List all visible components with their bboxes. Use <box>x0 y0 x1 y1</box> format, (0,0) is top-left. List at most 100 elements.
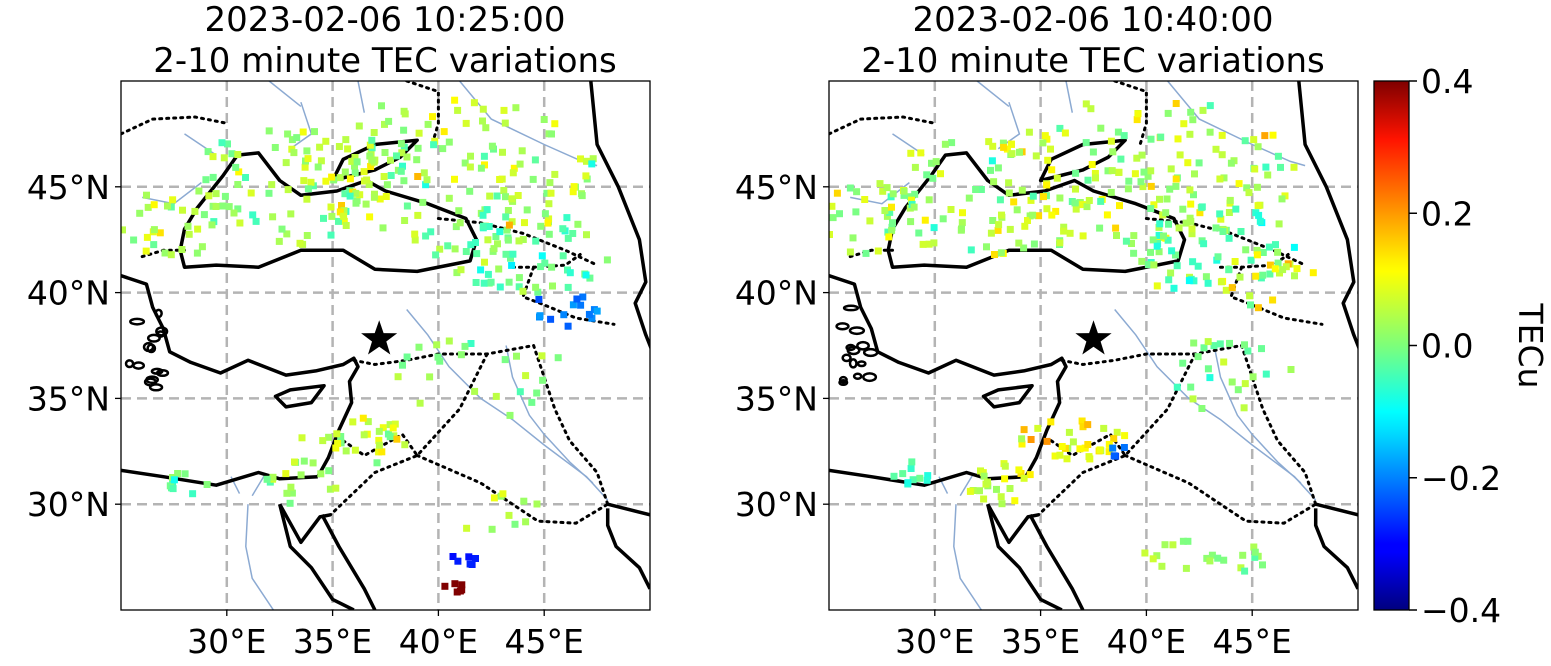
x-tick-label: 30°E <box>187 622 266 661</box>
tec-point <box>1060 223 1068 231</box>
tec-point <box>193 249 201 257</box>
tec-point <box>379 424 387 432</box>
coastline-medSouth <box>121 468 318 487</box>
tec-point <box>1226 196 1234 204</box>
tec-point <box>265 127 273 135</box>
tec-point <box>1020 474 1028 482</box>
tec-point <box>296 239 304 247</box>
tec-point <box>178 246 186 253</box>
tec-point <box>1153 552 1161 560</box>
tec-point <box>205 192 213 200</box>
tec-point <box>546 179 554 187</box>
country-border <box>1123 454 1318 525</box>
tec-point <box>1003 145 1011 153</box>
tec-point <box>282 470 290 478</box>
tec-point <box>221 192 229 200</box>
tec-point <box>1105 440 1113 448</box>
tec-point <box>1117 155 1125 163</box>
island <box>862 347 879 358</box>
tec-point <box>541 210 549 218</box>
tec-point <box>505 511 513 519</box>
tec-point <box>1243 184 1251 192</box>
tec-point <box>836 210 843 218</box>
tec-point <box>1237 564 1245 572</box>
tec-point <box>1097 197 1105 205</box>
tec-point <box>537 263 545 271</box>
map1-y-tick-labels: 45°N 40°N 35°N 30°N <box>27 168 121 524</box>
tec-point <box>516 160 524 168</box>
tec-point <box>1202 273 1210 281</box>
coastline-medNorth <box>121 274 360 478</box>
tec-point <box>1052 207 1060 215</box>
tec-point <box>993 485 1000 493</box>
tec-point <box>328 212 336 220</box>
tec-point <box>283 230 291 238</box>
coastline-azov <box>330 138 419 183</box>
tec-point <box>1024 217 1031 224</box>
tec-point <box>1172 182 1180 190</box>
tec-point <box>150 201 158 209</box>
tec-point <box>466 187 474 195</box>
tec-point <box>341 190 349 198</box>
tec-point <box>1214 554 1222 562</box>
tec-point <box>150 226 158 234</box>
tec-point <box>560 311 568 319</box>
tec-point <box>303 195 311 203</box>
tec-point <box>480 152 488 160</box>
tec-point <box>403 153 411 161</box>
tec-point <box>484 236 492 244</box>
tec-point <box>492 392 500 400</box>
tec-point <box>519 287 527 295</box>
tec-point <box>583 231 590 239</box>
tec-point <box>509 169 517 177</box>
tec-point <box>583 157 590 165</box>
tec-point <box>143 233 151 241</box>
tec-point <box>1198 405 1206 412</box>
tec-point <box>853 188 861 196</box>
tec-point <box>505 221 513 229</box>
tec-point <box>252 217 260 225</box>
tec-point <box>1206 128 1214 136</box>
tec-point <box>941 140 949 148</box>
tec-point <box>1250 543 1258 551</box>
tec-point <box>351 169 359 177</box>
tec-point <box>1149 236 1157 244</box>
tec-point <box>463 524 471 532</box>
tec-point <box>1107 188 1115 196</box>
tec-point <box>1259 561 1266 569</box>
tec-point <box>169 196 177 204</box>
tec-point <box>889 219 896 227</box>
tec-point <box>380 173 388 180</box>
tec-point <box>529 175 537 183</box>
tec-point <box>432 251 440 259</box>
tec-point <box>1056 451 1064 459</box>
tec-point <box>1000 143 1008 151</box>
tec-point <box>1085 197 1093 204</box>
tec-point <box>1274 259 1282 267</box>
tec-point <box>366 213 374 221</box>
tec-point <box>551 120 559 128</box>
tec-point <box>1056 194 1064 202</box>
coastline-redSea <box>986 503 1063 610</box>
tec-point <box>466 560 474 568</box>
tec-point <box>1226 339 1233 347</box>
tec-point <box>536 312 544 320</box>
tec-point <box>466 163 474 171</box>
tec-point <box>1282 263 1290 271</box>
tec-point <box>1172 251 1179 259</box>
tec-point <box>1005 189 1013 197</box>
tec-point <box>1220 174 1228 182</box>
tec-point <box>328 173 336 181</box>
tec-point <box>502 213 510 221</box>
tec-point <box>1039 139 1047 147</box>
tec-point <box>564 283 572 291</box>
tec-point <box>164 202 171 210</box>
tec-point <box>989 142 997 150</box>
tec-point <box>1162 209 1170 217</box>
coastline-redSea2 <box>320 513 377 610</box>
tec-point <box>1167 269 1175 277</box>
tec-point <box>1043 181 1051 189</box>
tec-point <box>1187 108 1195 116</box>
tec-point <box>1155 248 1163 256</box>
tec-point <box>1217 278 1225 286</box>
